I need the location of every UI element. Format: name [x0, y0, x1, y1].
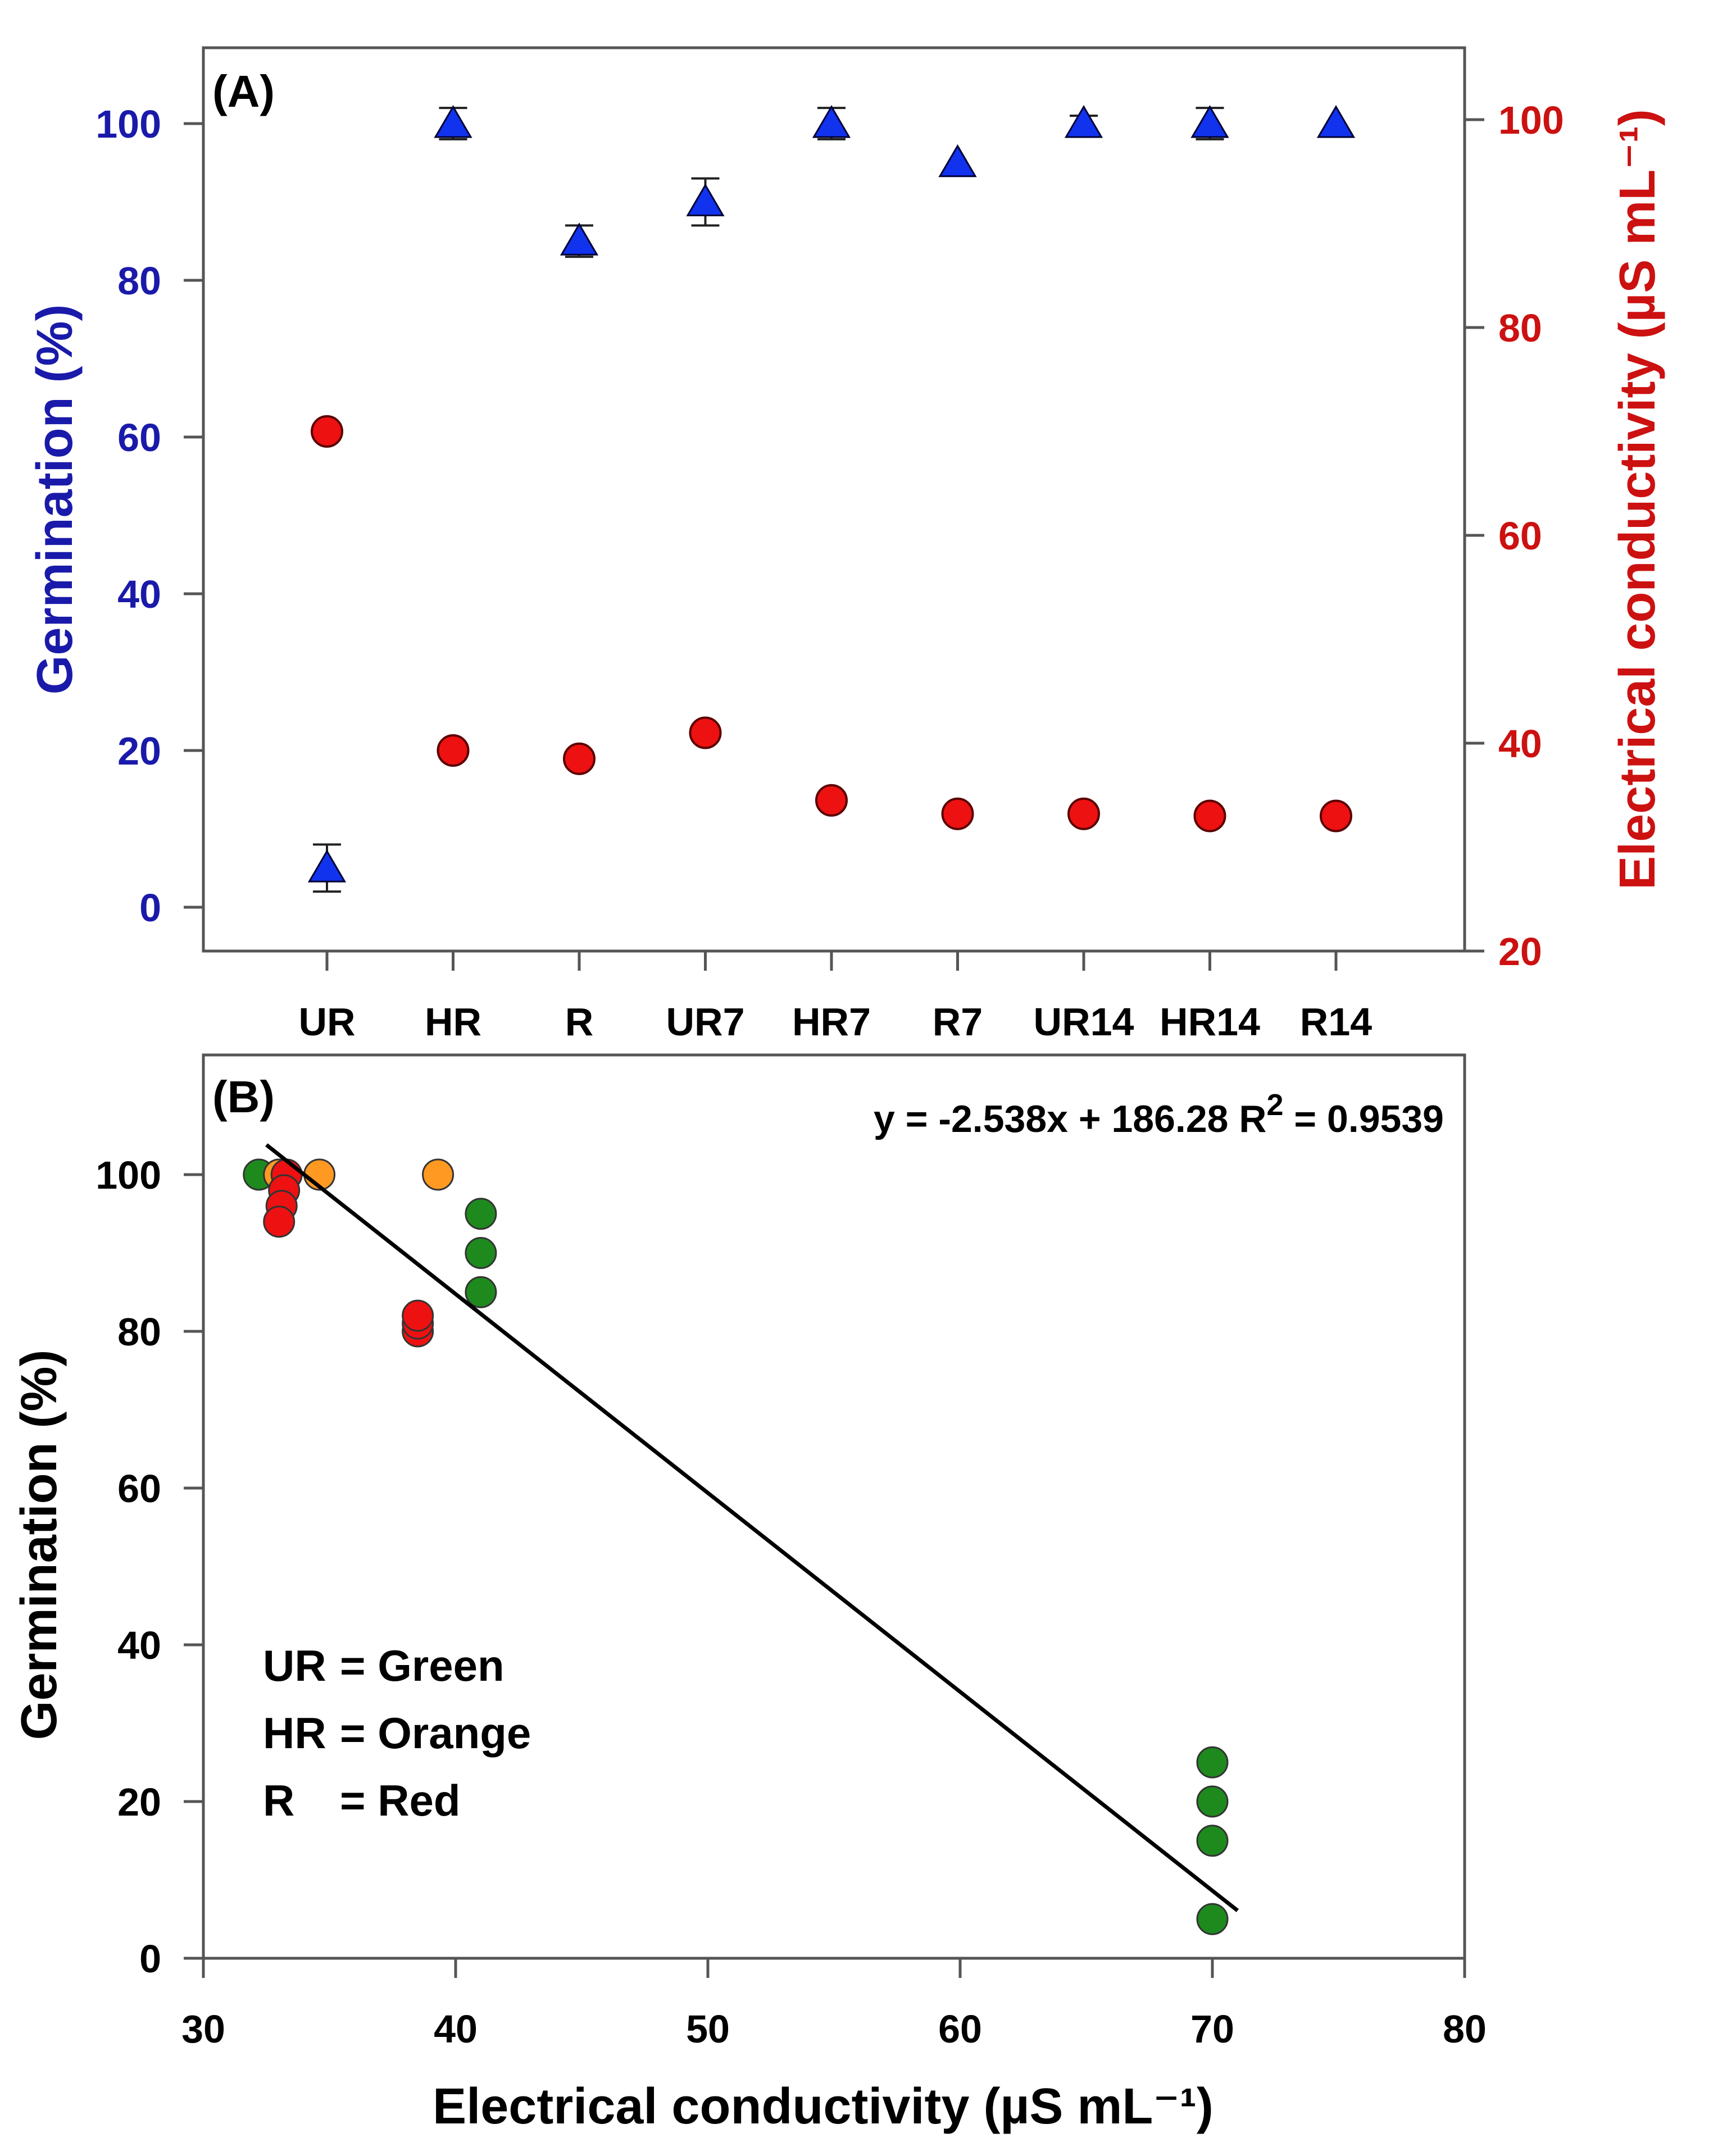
right-tick-label: 20: [1498, 930, 1542, 974]
panel-a-right-axis: 20 40 60 80 100: [1465, 98, 1564, 974]
point-ur: [1196, 1746, 1229, 1779]
x-category-label: UR7: [666, 1000, 744, 1044]
point-ur: [465, 1237, 497, 1269]
y-tick-label: 0: [139, 1937, 161, 1981]
conductivity-point: [689, 716, 722, 749]
germination-point: [1190, 105, 1229, 138]
color-legend: UR = Green HR = Orange R = Red: [263, 1641, 531, 1825]
left-tick-label: 60: [117, 416, 161, 460]
y-tick-label: 40: [117, 1623, 161, 1667]
regression-equation-sup: 2: [1266, 1088, 1283, 1122]
x-tick-label: 70: [1190, 2007, 1234, 2051]
x-category-label: R14: [1300, 1000, 1372, 1044]
x-tick-label: 50: [686, 2007, 730, 2051]
point-ur: [1196, 1785, 1229, 1818]
right-tick-label: 60: [1498, 514, 1542, 558]
conductivity-point: [1193, 799, 1226, 833]
left-tick-label: 100: [96, 102, 161, 146]
x-tick-label: 60: [938, 2007, 982, 2051]
germination-point: [812, 105, 851, 138]
left-tick-label: 20: [117, 729, 161, 773]
x-category-label: UR14: [1034, 1000, 1134, 1044]
conductivity-point: [1320, 799, 1352, 833]
point-ur: [1196, 1825, 1229, 1857]
panel-a-x-axis: UR HR R UR7 HR7 R7 UR14 HR14 R14: [298, 951, 1372, 1044]
y-tick-label: 80: [117, 1310, 161, 1354]
y-tick-label: 100: [96, 1153, 161, 1197]
legend-value-r: = Red: [340, 1776, 461, 1825]
conductivity-point: [1067, 797, 1100, 830]
panel-b-points: [243, 1158, 1229, 1935]
germination-point: [560, 222, 599, 256]
left-tick-label: 80: [117, 259, 161, 303]
panel-a-label: (A): [212, 66, 275, 116]
x-category-label: HR14: [1160, 1000, 1260, 1044]
point-r: [263, 1206, 296, 1238]
regression-equation-tail: = 0.9539: [1284, 1098, 1444, 1140]
germination-point: [307, 849, 347, 883]
panel-b-y-axis: 0 20 40 60 80 100: [96, 1153, 203, 1981]
panel-a-left-axis-title: Germination (%): [27, 304, 83, 694]
left-tick-label: 0: [139, 886, 161, 930]
point-hr: [422, 1158, 455, 1191]
panel-a: (A) 0 20 40 60 80 100 20 40 60 80 100 UR HR R UR7 HR7…: [27, 46, 1666, 1044]
germination-point: [938, 144, 977, 178]
panel-b: (B) y = -2.538x + 186.28 R2 = 0.9539 020…: [11, 1053, 1487, 2135]
germination-point: [434, 105, 472, 138]
germination-point: [686, 183, 725, 216]
conductivity-point: [563, 742, 596, 775]
point-ur: [1196, 1903, 1229, 1935]
panel-a-frame: [202, 46, 1466, 953]
x-category-label: HR: [425, 1000, 481, 1044]
germination-point: [1316, 105, 1356, 138]
x-category-label: UR: [298, 1000, 355, 1044]
conductivity-point: [311, 415, 343, 448]
panel-a-right-axis-title: Electrical conductivity (µS mL⁻¹): [1610, 109, 1666, 890]
panel-b-x-axis: 30 40 50 60 70 80: [181, 1958, 1487, 2051]
panel-b-x-axis-title: Electrical conductivity (µS mL⁻¹): [433, 2078, 1213, 2135]
x-category-label: R: [565, 1000, 594, 1044]
legend-key-hr: HR: [263, 1708, 326, 1758]
legend-value-hr: = Orange: [340, 1708, 531, 1758]
panel-b-frame: [202, 1053, 1466, 1960]
point-ur: [465, 1198, 497, 1230]
x-category-label: R7: [933, 1000, 983, 1044]
regression-line: [265, 1143, 1239, 1912]
panel-b-label: (B): [212, 1072, 275, 1122]
y-tick-label: 60: [117, 1467, 161, 1511]
legend-key-r: R: [263, 1776, 294, 1825]
right-tick-label: 40: [1498, 722, 1542, 766]
panel-b-y-axis-title: Germination (%): [11, 1349, 67, 1740]
conductivity-point: [941, 797, 974, 830]
regression-equation-main: y = -2.538x + 186.28 R: [874, 1098, 1266, 1140]
panel-a-germination-series: [307, 105, 1356, 893]
right-tick-label: 100: [1498, 98, 1564, 142]
x-tick-label: 80: [1443, 2007, 1487, 2051]
panel-a-left-axis: 0 20 40 60 80 100: [96, 102, 203, 930]
x-category-label: HR7: [792, 1000, 871, 1044]
left-tick-label: 40: [117, 572, 161, 616]
x-tick-label: 40: [434, 2007, 478, 2051]
conductivity-point: [437, 734, 470, 767]
legend-value-ur: = Green: [340, 1641, 505, 1690]
x-tick-label: 30: [181, 2007, 225, 2051]
right-tick-label: 80: [1498, 306, 1542, 350]
panel-a-conductivity-series: [311, 415, 1352, 833]
point-ur: [465, 1276, 497, 1308]
legend-key-ur: UR: [263, 1641, 326, 1690]
conductivity-point: [815, 784, 848, 817]
germination-point: [1064, 105, 1103, 138]
point-r: [402, 1299, 434, 1332]
regression-equation: y = -2.538x + 186.28 R2 = 0.9539: [874, 1088, 1444, 1140]
y-tick-label: 20: [117, 1780, 161, 1824]
